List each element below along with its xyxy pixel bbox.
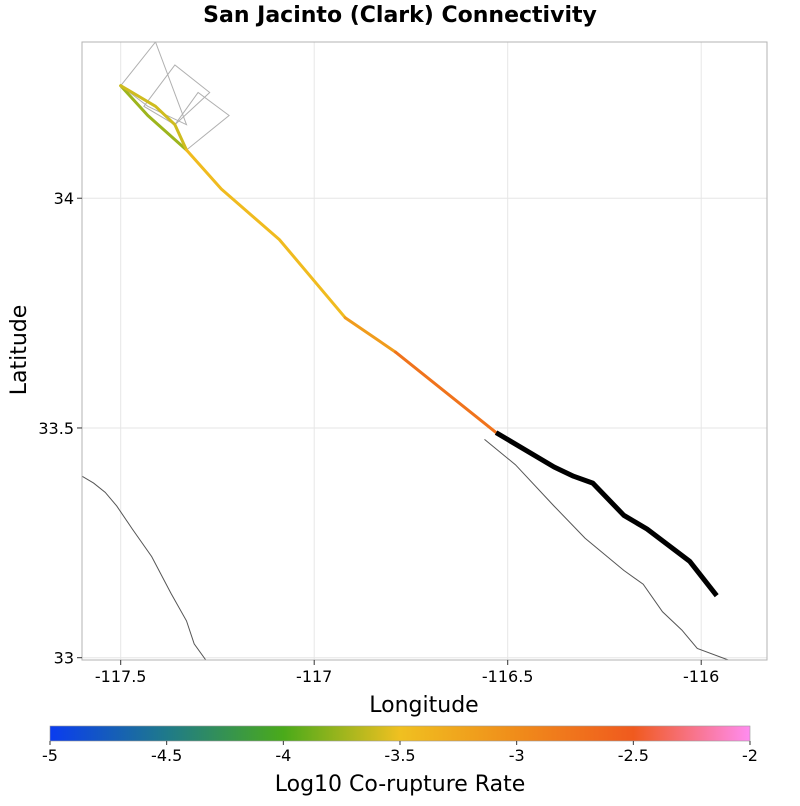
- colorbar-tick-label: -3.5: [384, 746, 415, 765]
- y-tick-label: 33.5: [38, 419, 74, 438]
- colorbar-tick-label: -5: [42, 746, 58, 765]
- colorbar-label: Log10 Co-rupture Rate: [275, 772, 526, 797]
- colorbar-tick-label: -4.5: [151, 746, 182, 765]
- colorbar-tick-label: -2: [742, 746, 758, 765]
- y-tick-label: 34: [54, 189, 74, 208]
- plot-background: [82, 42, 767, 660]
- subsection-outline: [119, 42, 188, 126]
- boundary-line: [484, 439, 729, 660]
- subsection-outline: [143, 64, 211, 126]
- colorbar-tick-label: -4: [275, 746, 291, 765]
- fault-section-line: [185, 148, 347, 320]
- colorbar-ramp: [49, 725, 751, 742]
- plot-area: -117.5 -117 -116.5 -116 33 33.5 34: [38, 41, 768, 686]
- highlight-section-line: [494, 430, 719, 598]
- colorbar-tick-label: -2.5: [618, 746, 649, 765]
- plot-frame: [81, 41, 768, 661]
- fault-section-line: [119, 84, 188, 152]
- y-axis-label: Latitude: [7, 305, 32, 396]
- x-tick-label: -116: [683, 667, 719, 686]
- colorbar: -5 -4.5 -4 -3.5 -3 -2.5 -2: [42, 725, 758, 765]
- fault-section-line: [343, 316, 397, 354]
- colorbar-tick-label: -3: [509, 746, 525, 765]
- chart-title: San Jacinto (Clark) Connectivity: [203, 3, 597, 28]
- plot-layers: [82, 42, 729, 660]
- x-tick-label: -116.5: [482, 667, 534, 686]
- fault-section-line: [394, 350, 498, 435]
- fault-section-line: [119, 84, 188, 152]
- boundary-line: [82, 475, 207, 660]
- x-tick-label: -117: [296, 667, 332, 686]
- x-tick-label: -117.5: [95, 667, 147, 686]
- x-axis-label: Longitude: [369, 693, 478, 718]
- y-tick-label: 33: [54, 649, 74, 668]
